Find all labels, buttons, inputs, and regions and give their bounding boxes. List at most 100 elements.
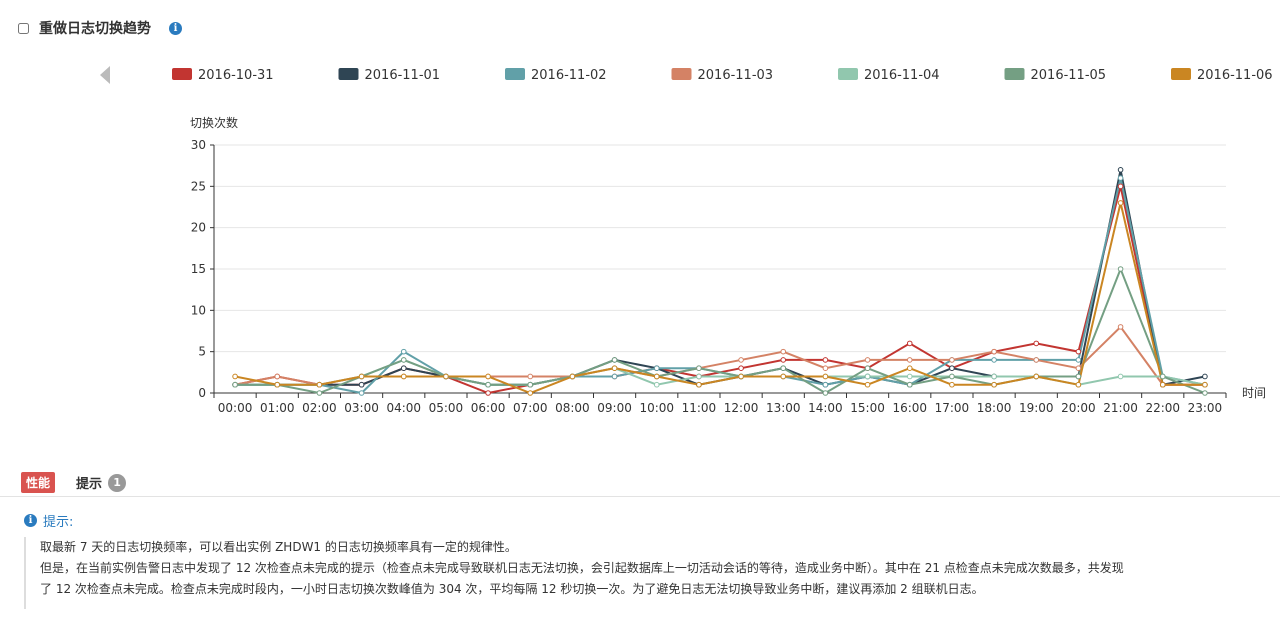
data-point[interactable] bbox=[485, 390, 491, 396]
panel-header: 重做日志切换趋势 i bbox=[18, 18, 182, 38]
data-point[interactable] bbox=[527, 373, 534, 380]
legend-item[interactable]: 2016-11-01 bbox=[338, 68, 441, 83]
data-point[interactable] bbox=[653, 365, 660, 372]
legend-swatch bbox=[338, 68, 359, 80]
data-point[interactable] bbox=[864, 365, 871, 372]
data-point[interactable] bbox=[1117, 175, 1124, 181]
data-point[interactable] bbox=[822, 381, 829, 388]
data-point[interactable] bbox=[274, 373, 281, 380]
data-point[interactable] bbox=[358, 390, 365, 396]
data-point[interactable] bbox=[822, 390, 829, 396]
data-point[interactable] bbox=[611, 373, 618, 380]
data-point[interactable] bbox=[949, 373, 955, 380]
data-point[interactable] bbox=[906, 340, 913, 347]
data-point[interactable] bbox=[991, 381, 997, 388]
data-point[interactable] bbox=[1075, 357, 1082, 363]
data-point[interactable] bbox=[527, 381, 534, 388]
legend-prev-page-icon[interactable] bbox=[100, 66, 110, 84]
data-point[interactable] bbox=[527, 390, 534, 396]
data-point[interactable] bbox=[611, 365, 618, 372]
data-point[interactable] bbox=[316, 390, 323, 396]
data-point[interactable] bbox=[1159, 381, 1166, 388]
data-point[interactable] bbox=[906, 373, 913, 380]
data-point[interactable] bbox=[1075, 348, 1082, 355]
legend-item[interactable]: 2016-11-03 bbox=[671, 68, 774, 83]
data-point[interactable] bbox=[232, 373, 238, 380]
data-point[interactable] bbox=[822, 365, 829, 372]
data-point[interactable] bbox=[400, 348, 407, 355]
data-point[interactable] bbox=[991, 348, 997, 355]
data-point[interactable] bbox=[906, 381, 913, 388]
data-point[interactable] bbox=[485, 381, 491, 388]
data-point[interactable] bbox=[906, 357, 913, 363]
data-point[interactable] bbox=[1117, 183, 1124, 190]
data-point[interactable] bbox=[569, 373, 576, 380]
data-point[interactable] bbox=[864, 373, 871, 380]
data-point[interactable] bbox=[1202, 373, 1208, 380]
x-axis-label: 时间 bbox=[1242, 386, 1266, 400]
legend-item[interactable]: 2016-11-04 bbox=[838, 68, 940, 83]
data-point[interactable] bbox=[1075, 381, 1082, 388]
data-point[interactable] bbox=[400, 357, 407, 363]
data-point[interactable] bbox=[611, 357, 618, 363]
data-point[interactable] bbox=[864, 357, 871, 363]
data-point[interactable] bbox=[274, 381, 281, 388]
legend-label: 2016-11-01 bbox=[365, 68, 441, 83]
data-point[interactable] bbox=[358, 373, 365, 380]
data-point[interactable] bbox=[949, 357, 955, 363]
data-point[interactable] bbox=[1033, 373, 1040, 380]
data-point[interactable] bbox=[738, 357, 744, 363]
legend-item[interactable]: 2016-11-05 bbox=[1004, 68, 1107, 83]
data-point[interactable] bbox=[358, 381, 365, 388]
data-point[interactable] bbox=[696, 365, 702, 372]
data-point[interactable] bbox=[822, 373, 829, 380]
data-point[interactable] bbox=[443, 373, 449, 380]
x-tick-label: 03:00 bbox=[344, 401, 379, 415]
data-point[interactable] bbox=[1117, 324, 1124, 330]
x-tick-label: 23:00 bbox=[1188, 401, 1223, 415]
data-point[interactable] bbox=[780, 357, 787, 363]
legend-item[interactable]: 2016-10-31 bbox=[172, 68, 274, 83]
y-tick-label: 20 bbox=[191, 221, 206, 235]
data-point[interactable] bbox=[1117, 266, 1124, 272]
data-point[interactable] bbox=[864, 381, 871, 388]
legend-item[interactable]: 2016-11-02 bbox=[505, 68, 607, 83]
data-point[interactable] bbox=[1202, 390, 1208, 396]
info-icon[interactable]: i bbox=[169, 21, 182, 35]
data-point[interactable] bbox=[906, 365, 913, 372]
data-point[interactable] bbox=[738, 373, 744, 380]
data-point[interactable] bbox=[991, 357, 997, 363]
data-point[interactable] bbox=[485, 373, 491, 380]
data-point[interactable] bbox=[1117, 200, 1124, 206]
data-point[interactable] bbox=[696, 381, 702, 388]
data-point[interactable] bbox=[1033, 357, 1040, 363]
data-point[interactable] bbox=[1117, 373, 1124, 380]
data-point[interactable] bbox=[696, 373, 702, 380]
data-point[interactable] bbox=[400, 365, 407, 372]
data-point[interactable] bbox=[232, 381, 238, 388]
data-point[interactable] bbox=[780, 365, 787, 372]
data-point[interactable] bbox=[1202, 381, 1208, 388]
info-icon: i bbox=[24, 514, 37, 527]
data-point[interactable] bbox=[780, 373, 787, 380]
panel-toggle-checkbox[interactable] bbox=[18, 22, 29, 34]
data-point[interactable] bbox=[1033, 340, 1040, 347]
legend-item[interactable]: 2016-11-06 bbox=[1171, 68, 1273, 83]
data-point[interactable] bbox=[1075, 373, 1082, 380]
data-point[interactable] bbox=[1075, 365, 1082, 372]
data-point[interactable] bbox=[822, 357, 829, 363]
data-point[interactable] bbox=[316, 381, 323, 388]
data-point[interactable] bbox=[949, 381, 955, 388]
data-point[interactable] bbox=[949, 365, 955, 372]
x-tick-label: 14:00 bbox=[808, 401, 843, 415]
data-point[interactable] bbox=[1159, 373, 1166, 380]
legend-label: 2016-10-31 bbox=[198, 68, 274, 83]
data-point[interactable] bbox=[653, 373, 660, 380]
data-point[interactable] bbox=[400, 373, 407, 380]
tab-hint[interactable]: 提示 1 bbox=[76, 473, 127, 492]
data-point[interactable] bbox=[738, 365, 744, 372]
data-point[interactable] bbox=[653, 381, 660, 388]
data-point[interactable] bbox=[1117, 167, 1124, 173]
data-point[interactable] bbox=[780, 348, 787, 355]
data-point[interactable] bbox=[991, 373, 997, 380]
